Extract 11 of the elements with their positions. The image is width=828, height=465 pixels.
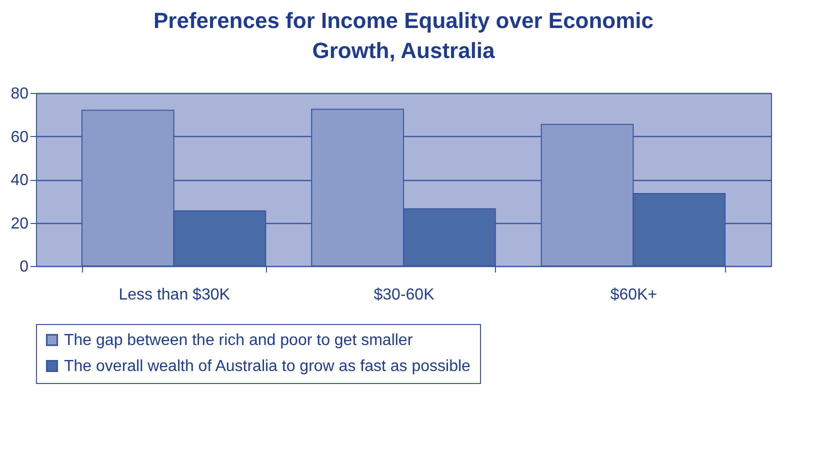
x-tick-label: Less than $30K <box>118 286 230 304</box>
x-tick-label: $30-60K <box>374 286 435 304</box>
chart-title: Preferences for Income Equality over Economic Growth, Australia <box>153 8 654 63</box>
x-tick-label: $60K+ <box>610 286 658 304</box>
y-tick-label: 40 <box>10 172 29 189</box>
y-tick-label: 20 <box>10 215 29 232</box>
y-tick-label: 60 <box>10 128 29 146</box>
y-tick-label: 80 <box>10 86 29 102</box>
legend-label: The gap between the rich and poor to get smaller <box>64 332 414 349</box>
legend-label: The overall wealth of Australia to grow as fast as possible <box>64 358 471 375</box>
y-tick-label: 0 <box>20 258 29 276</box>
